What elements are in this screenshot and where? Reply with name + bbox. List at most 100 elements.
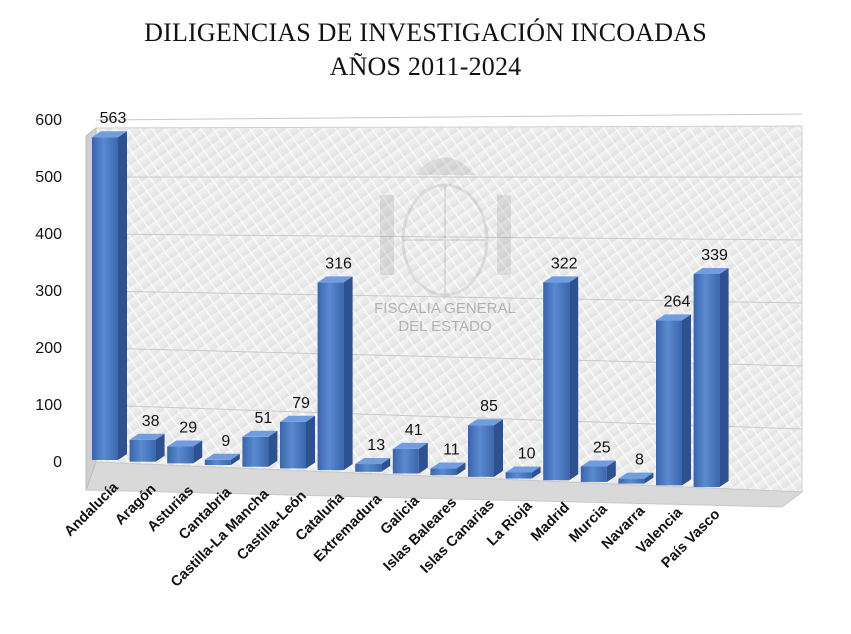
bar-group (468, 419, 503, 477)
bar (468, 425, 494, 477)
data-label: 322 (551, 255, 578, 272)
bar-side (682, 314, 691, 486)
watermark-shield (401, 183, 489, 297)
data-label: 41 (405, 422, 423, 439)
bar-top (543, 276, 579, 283)
bar (242, 436, 269, 467)
bar-side (494, 419, 503, 477)
bar-group (656, 314, 691, 486)
bar-side (118, 131, 127, 461)
bar-group (693, 267, 729, 487)
bar-top (468, 419, 503, 426)
bar (167, 446, 194, 464)
bar-side (644, 472, 654, 484)
bar-top (656, 314, 691, 321)
data-label: 563 (100, 110, 127, 127)
bar (392, 448, 419, 474)
bar-top (92, 131, 127, 138)
bar-side (230, 453, 240, 466)
bar-group (242, 430, 278, 467)
data-label: 25 (593, 439, 611, 456)
data-label: 13 (367, 437, 385, 454)
y-tick-label: 100 (35, 397, 62, 414)
bar-group (129, 433, 165, 462)
bar (656, 320, 682, 486)
bar-top (280, 415, 315, 422)
y-tick-label: 300 (35, 283, 62, 300)
bar (618, 478, 645, 484)
bar-group (618, 472, 654, 484)
bar-group (92, 131, 127, 461)
data-label: 29 (179, 420, 197, 437)
gridline (95, 233, 803, 241)
chart-subtitle: AÑOS 2011-2024 (329, 52, 522, 81)
bar-side (381, 458, 391, 472)
bar-top (618, 472, 654, 479)
bar (280, 421, 306, 469)
bar-side (606, 460, 616, 482)
chart-title: DILIGENCIAS DE INVESTIGACIÓN INCOADAS (144, 18, 707, 47)
bar (505, 472, 532, 479)
y-tick-label: 600 (35, 112, 62, 129)
bar-side (343, 276, 353, 471)
bar (129, 439, 156, 462)
x-tick-label: Extremadura (311, 491, 386, 566)
watermark-text: FISCALIA GENERAL (374, 300, 516, 317)
y-tick-label: 200 (35, 340, 62, 357)
bar-top (317, 276, 353, 283)
y-tick-label: 400 (35, 226, 62, 243)
bar-group (317, 276, 353, 471)
bar-top (129, 433, 165, 440)
bar-group (430, 462, 466, 476)
bar-top (355, 458, 391, 465)
watermark-pillar-left (380, 195, 394, 275)
watermark-crown (415, 157, 475, 175)
data-label: 8 (635, 452, 644, 469)
bar-top (242, 430, 278, 437)
data-label: 10 (518, 445, 536, 462)
bar-side (531, 466, 541, 479)
bar-side (193, 440, 203, 464)
bar-group (355, 458, 391, 472)
bar-group (543, 276, 579, 481)
data-label: 51 (255, 410, 273, 427)
bar-top (505, 466, 541, 473)
watermark-pillar-right (497, 195, 511, 275)
x-tick-label: Castilla-León (234, 488, 310, 564)
bar-top (392, 442, 428, 449)
bar-side (155, 433, 165, 462)
bar-side (268, 430, 278, 467)
bar-top (167, 440, 203, 447)
bar (355, 464, 382, 472)
gridline (95, 113, 803, 121)
bar (204, 459, 231, 466)
watermark-text: DEL ESTADO (398, 318, 491, 335)
bar-top (430, 462, 466, 469)
data-label: 264 (664, 293, 691, 310)
bar (317, 282, 344, 471)
bar-group (167, 440, 203, 464)
data-label: 79 (292, 395, 310, 412)
bar-side (456, 462, 466, 476)
bar-top (693, 267, 729, 274)
watermark-emblem (380, 157, 511, 297)
bar-top (204, 453, 240, 460)
bar-group (280, 415, 315, 469)
bar-group (204, 453, 240, 466)
x-tick-label: Madrid (528, 500, 573, 545)
data-label: 11 (443, 442, 460, 459)
bar-side (306, 415, 315, 469)
bar (430, 468, 457, 476)
bar (543, 282, 570, 481)
bar-side (418, 442, 428, 474)
bar-group (392, 442, 428, 474)
bar-group (580, 460, 616, 482)
bar (693, 273, 720, 487)
bar (580, 466, 607, 482)
bar-side (569, 276, 579, 481)
y-tick-label: 0 (53, 454, 62, 471)
data-label: 339 (701, 247, 728, 264)
data-label: 38 (142, 413, 160, 430)
